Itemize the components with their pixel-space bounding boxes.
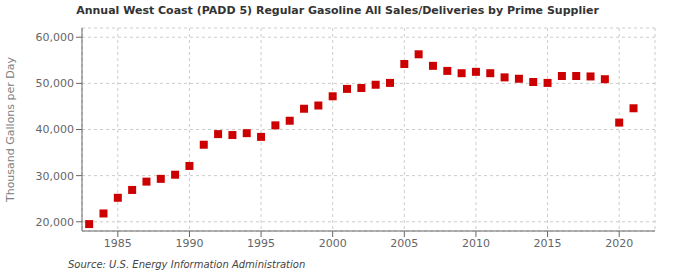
svg-text:60,000: 60,000	[36, 31, 75, 44]
svg-text:30,000: 30,000	[36, 170, 75, 183]
svg-text:1985: 1985	[104, 237, 132, 250]
svg-text:1995: 1995	[247, 237, 275, 250]
svg-text:Thousand Gallons per Day: Thousand Gallons per Day	[8, 56, 17, 203]
svg-text:2010: 2010	[462, 237, 490, 250]
html-text:Source: U.S. Energy Informatio: Source: U.S. Energy Information Administ…	[68, 259, 306, 270]
svg-text:2015: 2015	[534, 237, 562, 250]
svg-text:2000: 2000	[319, 237, 347, 250]
svg-text:20,000: 20,000	[36, 216, 75, 229]
svg-text:2005: 2005	[390, 237, 418, 250]
svg-text:1990: 1990	[175, 237, 203, 250]
html-text:Annual West Coast (PADD 5) Reg: Annual West Coast (PADD 5) Regular Gasol…	[76, 4, 599, 17]
svg-text:40,000: 40,000	[36, 123, 75, 136]
svg-text:50,000: 50,000	[36, 77, 75, 90]
svg-text:2020: 2020	[605, 237, 633, 250]
